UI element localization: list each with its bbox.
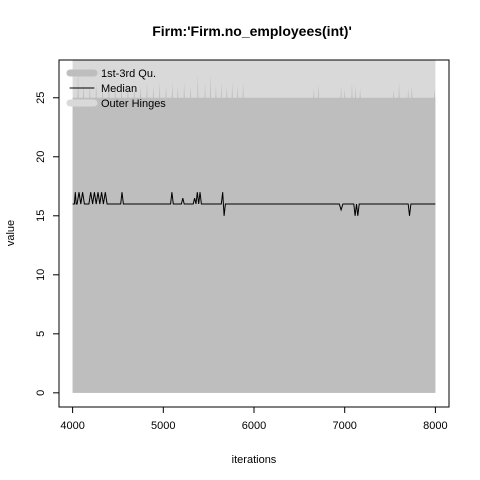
y-tick-label: 25	[35, 92, 47, 104]
x-tick-label: 8000	[423, 420, 447, 432]
y-tick-label: 0	[35, 390, 47, 396]
x-axis-label: iterations	[232, 454, 277, 466]
median-line	[72, 192, 436, 216]
x-tick-label: 5000	[151, 420, 175, 432]
x-tick-label: 7000	[332, 420, 356, 432]
plot-area	[72, 60, 436, 393]
x-tick-label: 6000	[242, 420, 266, 432]
y-tick-label: 20	[35, 151, 47, 163]
legend-label-outer-hinges: Outer Hinges	[101, 98, 166, 110]
y-axis: 0 5 10 15 20 25	[35, 92, 60, 396]
y-axis-label: value	[5, 220, 17, 246]
y-tick-label: 10	[35, 269, 47, 281]
x-axis: 4000 5000 6000 7000 8000	[60, 406, 448, 432]
chart-title: Firm:'Firm.no_employees(int)'	[152, 23, 352, 39]
legend-label-median: Median	[101, 83, 137, 95]
legend: 1st-3rd Qu. Median Outer Hinges	[66, 68, 166, 110]
x-tick-label: 4000	[60, 420, 84, 432]
iqr-band	[72, 68, 436, 393]
legend-label-iqr: 1st-3rd Qu.	[101, 68, 156, 80]
y-tick-label: 5	[35, 331, 47, 337]
y-tick-label: 15	[35, 210, 47, 222]
